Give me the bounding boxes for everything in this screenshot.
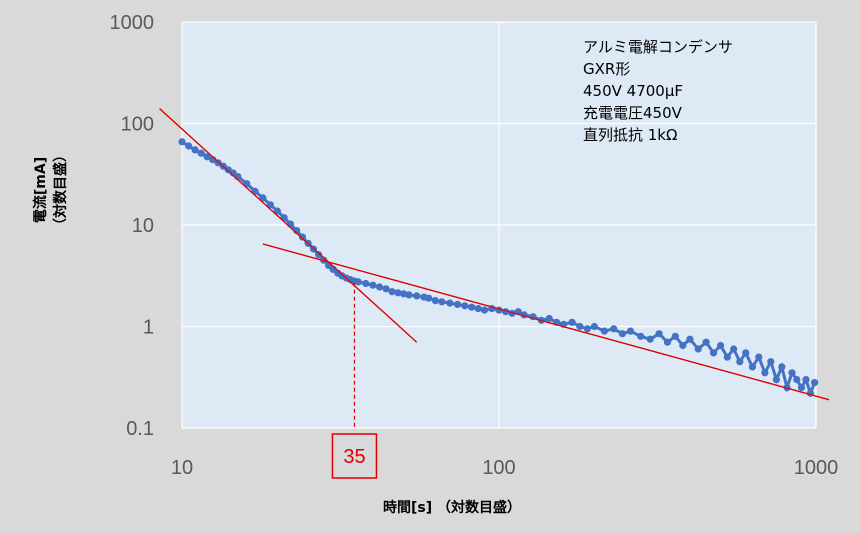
data-point [425, 294, 433, 302]
data-point [298, 233, 307, 241]
data-point [185, 142, 193, 150]
data-point [802, 376, 810, 384]
data-point [576, 322, 584, 331]
data-point [772, 376, 781, 384]
data-point [197, 149, 205, 157]
x-axis-title: 時間[s] （対数目盛） [383, 499, 521, 516]
annotation-line: 直列抵抗 1kΩ [583, 126, 677, 144]
data-point [453, 300, 462, 308]
data-point [748, 363, 757, 371]
y-axis-title: 電流[mA] （対数目盛） [32, 148, 69, 232]
fit-line-overlay [159, 108, 418, 343]
data-point [400, 290, 408, 298]
data-point [376, 283, 384, 291]
data-point [273, 207, 281, 215]
data-point [742, 349, 750, 357]
y-tick-label: 100 [121, 114, 154, 136]
data-point [686, 335, 694, 343]
data-point [362, 279, 370, 288]
annotation-line: 450V 4700μF [583, 82, 683, 100]
data-point [761, 369, 769, 377]
data-point [723, 353, 731, 361]
annotation-line: 充電電圧450V [583, 104, 683, 122]
data-point [293, 227, 301, 235]
data-point [446, 299, 454, 307]
marker-label: 35 [343, 446, 365, 468]
x-tick-label: 10 [171, 457, 193, 479]
data-point [474, 305, 482, 313]
data-point [793, 376, 801, 384]
data-point [214, 159, 222, 167]
data-point [788, 369, 796, 377]
data-point [730, 345, 738, 353]
fit-line-overlay [262, 243, 830, 401]
y-tick-label: 1 [143, 317, 154, 339]
data-point [655, 330, 663, 338]
x-tick-labels: 10 100 1000 [171, 457, 838, 479]
data-point [717, 341, 725, 350]
data-point [637, 332, 645, 340]
annotation-line: アルミ電解コンデンサ [583, 38, 733, 56]
data-point [590, 322, 599, 331]
data-point [646, 335, 654, 343]
data-point [626, 327, 635, 335]
data-point [583, 325, 592, 333]
y-axis-title-line: （対数目盛） [52, 148, 69, 232]
data-point [280, 214, 288, 222]
data-point [413, 292, 421, 300]
data-point [663, 338, 672, 346]
data-point [354, 278, 362, 286]
data-point [702, 338, 710, 346]
y-tick-label: 10 [132, 215, 154, 237]
y-tick-label: 0.1 [126, 418, 154, 440]
data-point [369, 281, 377, 289]
data-point [610, 325, 618, 333]
data-point [178, 138, 186, 146]
data-point [811, 379, 819, 387]
data-point [405, 291, 413, 299]
data-point [709, 349, 718, 357]
data-point [545, 314, 553, 323]
data-point [618, 330, 627, 338]
data-point [480, 306, 489, 314]
data-point [382, 285, 390, 293]
data-point [388, 288, 396, 296]
x-tick-label: 1000 [794, 457, 839, 479]
data-point [778, 363, 786, 371]
data-point [694, 345, 702, 353]
data-point [461, 302, 469, 310]
data-point [191, 146, 199, 154]
y-tick-labels: 1000 100 10 1 0.1 [110, 12, 155, 440]
data-point [767, 358, 775, 366]
annotation-block: アルミ電解コンデンサ GXR形 450V 4700μF 充電電圧450V 直列抵抗 1k… [583, 38, 733, 144]
x-tick-label: 100 [482, 457, 515, 479]
y-axis-title-line: 電流[mA] [32, 157, 49, 223]
annotation-line: GXR形 [583, 60, 630, 78]
marker-label-box [331, 433, 378, 479]
data-point [468, 303, 476, 311]
data-point [797, 384, 806, 392]
data-point [736, 358, 744, 366]
data-point [315, 251, 323, 259]
data-point [755, 353, 763, 361]
data-points [159, 108, 830, 401]
data-point [394, 289, 402, 297]
data-point [438, 298, 446, 306]
data-point [600, 327, 609, 335]
data-point [203, 153, 211, 161]
data-point [671, 332, 679, 340]
data-point [679, 341, 687, 350]
data-point [259, 194, 267, 202]
data-point [286, 220, 295, 228]
data-point [266, 201, 274, 209]
y-tick-label: 1000 [110, 12, 155, 34]
data-point [431, 297, 439, 305]
data-point [568, 318, 576, 326]
